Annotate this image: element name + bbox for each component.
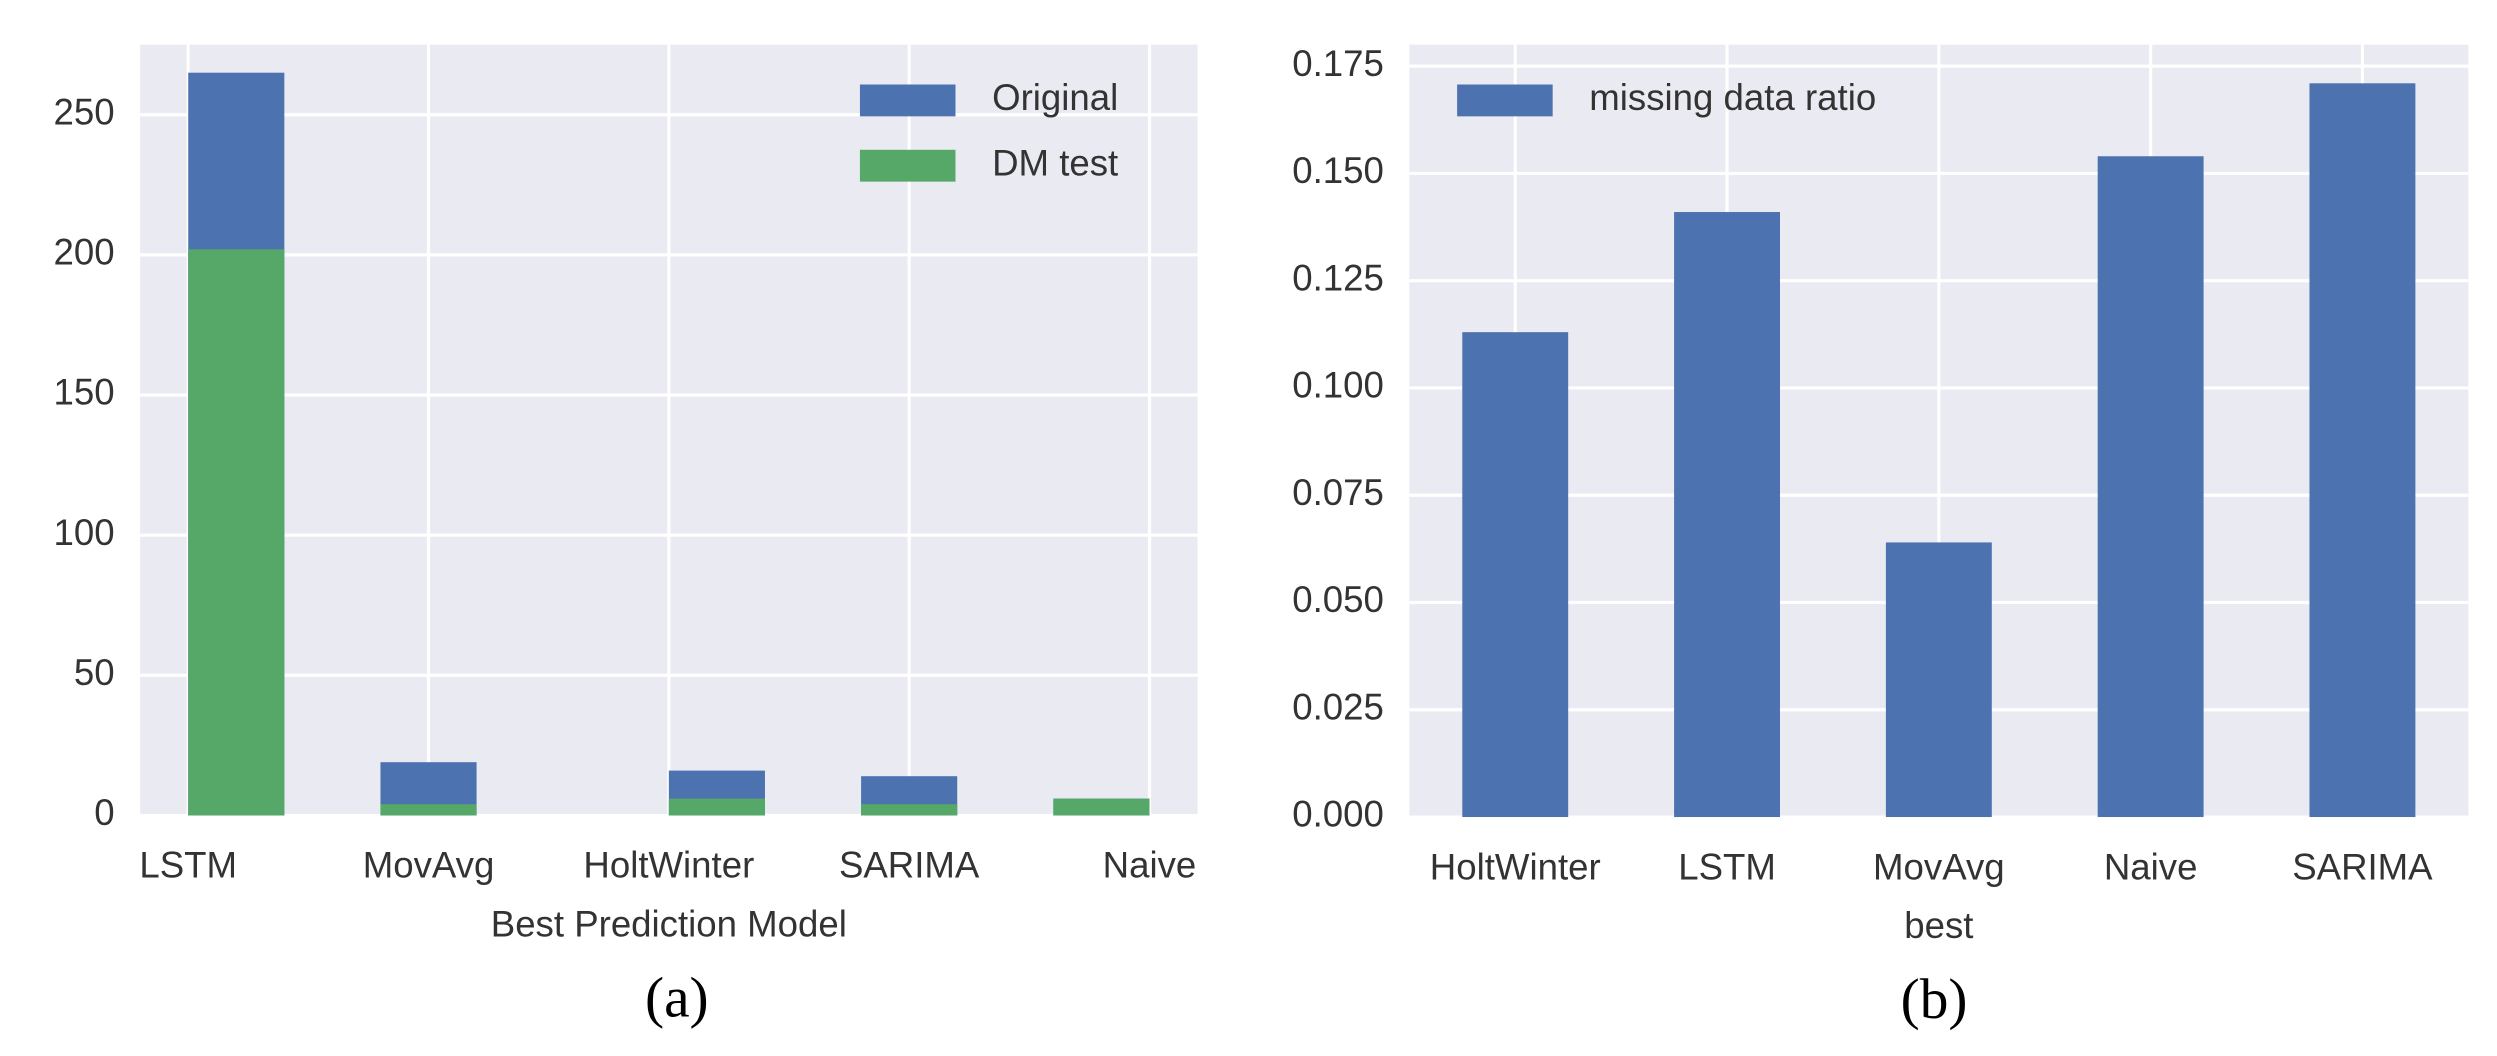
histogram-bar [861,804,958,816]
y-tick-label: 0 [94,792,114,833]
y-tick-label: 200 [54,232,115,273]
y-tick-label: 0.150 [1292,150,1384,191]
x-tick-label: MovAvg [363,845,495,886]
legend-swatch [859,84,956,117]
y-tick-label: 0.100 [1292,365,1384,406]
legend-label: Original [992,77,1118,118]
legend-label: DM test [992,142,1118,183]
y-tick-label: 250 [54,91,115,132]
legend-label: missing data ratio [1589,77,1876,118]
caption: (b) [1901,968,1968,1031]
y-tick-label: 0.050 [1292,579,1384,620]
y-tick-label: 0.025 [1292,686,1384,727]
x-tick-label: SARIMA [2292,846,2433,887]
y-tick-label: 0.075 [1292,472,1384,513]
x-tick-label: SARIMA [839,845,980,886]
x-tick-label: MovAvg [1873,846,2005,887]
bar [1462,332,1569,818]
legend-swatch [859,149,956,182]
histogram-bar [188,249,285,816]
bar [1674,212,1780,818]
x-tick-label: LSTM [1678,846,1776,887]
x-axis-label: best [1904,905,1973,946]
y-tick-label: 0.125 [1292,257,1384,298]
y-tick-label: 0.175 [1292,43,1384,84]
legend-swatch [1457,84,1553,117]
y-tick-label: 0.000 [1292,794,1384,835]
caption: (a) [645,967,709,1030]
bar [2309,83,2416,818]
histogram-bar [1053,798,1150,816]
y-tick-label: 50 [74,652,115,693]
x-tick-label: LSTM [139,845,237,886]
histogram-bar [668,798,765,816]
x-tick-label: HoltWinter [1430,846,1601,887]
histogram-bar [380,804,477,816]
y-tick-label: 100 [54,512,115,553]
x-tick-label: HoltWinter [583,845,754,886]
bar [2097,156,2204,818]
x-tick-label: Naive [1103,845,1197,886]
y-tick-label: 150 [54,372,115,413]
x-axis-label: Best Prediction Model [491,904,847,945]
x-tick-label: Naive [2104,846,2198,887]
bar [1885,542,1992,818]
